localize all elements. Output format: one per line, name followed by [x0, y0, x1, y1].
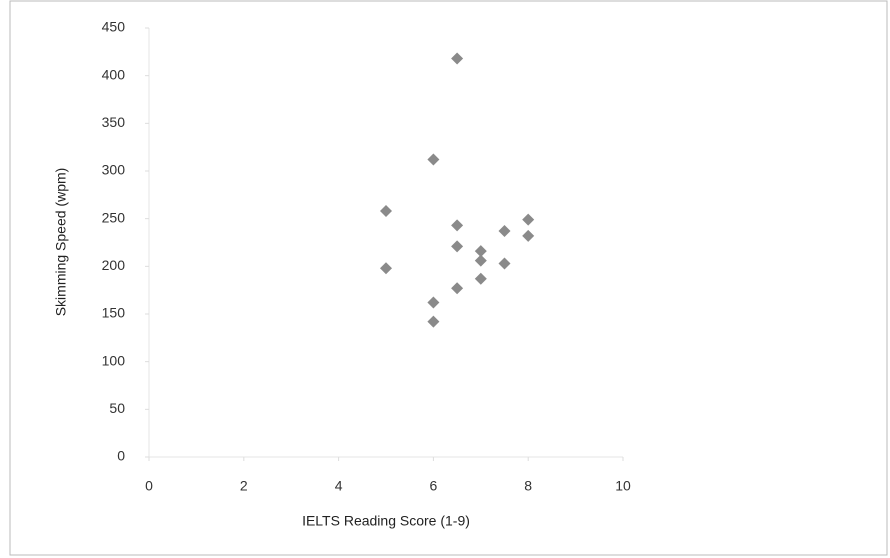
data-point [451, 219, 464, 232]
data-point [427, 315, 440, 328]
y-tick-label: 250 [102, 209, 126, 225]
data-point [451, 282, 464, 295]
data-point [498, 225, 511, 238]
y-axis-title: Skimming Speed (wpm) [53, 168, 69, 317]
y-tick-label: 300 [102, 162, 126, 178]
data-point [474, 254, 487, 267]
x-tick-label: 10 [615, 478, 631, 494]
y-tick-label: 50 [109, 400, 125, 416]
y-tick-label: 100 [102, 352, 126, 368]
y-tick-label: 200 [102, 257, 126, 273]
data-point [427, 296, 440, 309]
data-point [522, 229, 535, 242]
data-point [451, 52, 464, 65]
data-point [474, 272, 487, 285]
y-tick-label: 450 [102, 19, 126, 35]
data-point [427, 153, 440, 166]
data-point [380, 262, 392, 275]
x-tick-label: 8 [524, 478, 532, 494]
x-tick-label: 4 [335, 478, 343, 494]
y-tick-label: 150 [102, 305, 126, 321]
x-tick-label: 2 [240, 478, 248, 494]
y-tick-label: 400 [102, 66, 126, 82]
data-point [474, 245, 487, 258]
data-point [380, 205, 392, 218]
data-point [498, 257, 511, 270]
data-point [451, 240, 464, 253]
x-tick-label: 6 [430, 478, 438, 494]
chart-frame [9, 0, 888, 556]
data-point [522, 213, 535, 226]
x-axis-title: IELTS Reading Score (1-9) [302, 513, 470, 529]
x-tick-label: 0 [145, 478, 153, 494]
y-tick-label: 0 [117, 448, 125, 464]
y-tick-label: 350 [102, 114, 126, 130]
